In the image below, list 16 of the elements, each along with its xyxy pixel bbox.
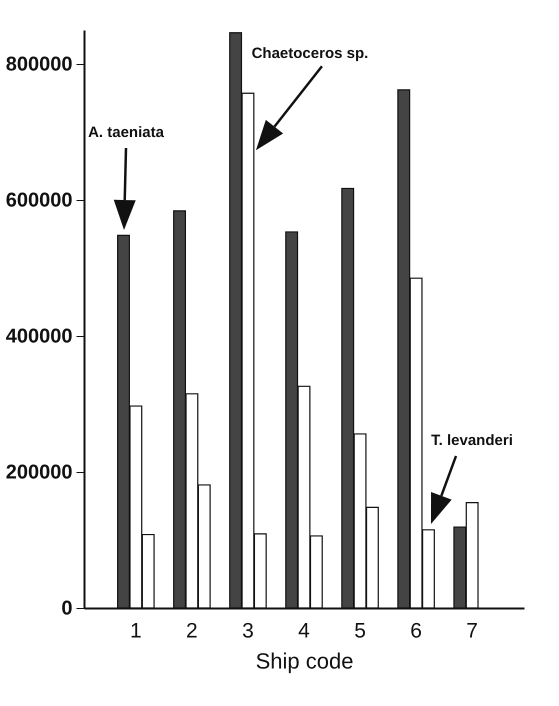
y-tick-label: 200000 [6, 462, 72, 484]
y-tick-label: 800000 [6, 54, 72, 76]
x-tick-label: 3 [242, 620, 254, 642]
y-tick-label: 600000 [6, 190, 72, 212]
x-tick-label: 6 [410, 620, 422, 642]
annotation: Chaetoceros sp. [252, 45, 368, 62]
y-tick-label: 0 [61, 598, 72, 620]
x-axis-title: Ship code [256, 648, 354, 674]
annotation: A. taeniata [88, 124, 165, 141]
x-tick-label: 4 [298, 620, 310, 642]
x-tick-label: 2 [186, 620, 198, 642]
y-tick-label: 400000 [6, 326, 72, 348]
x-tick-label: 1 [130, 620, 142, 642]
x-tick-label: 5 [354, 620, 366, 642]
annotation: T. levanderi [431, 432, 513, 449]
x-tick-label: 7 [466, 620, 478, 642]
